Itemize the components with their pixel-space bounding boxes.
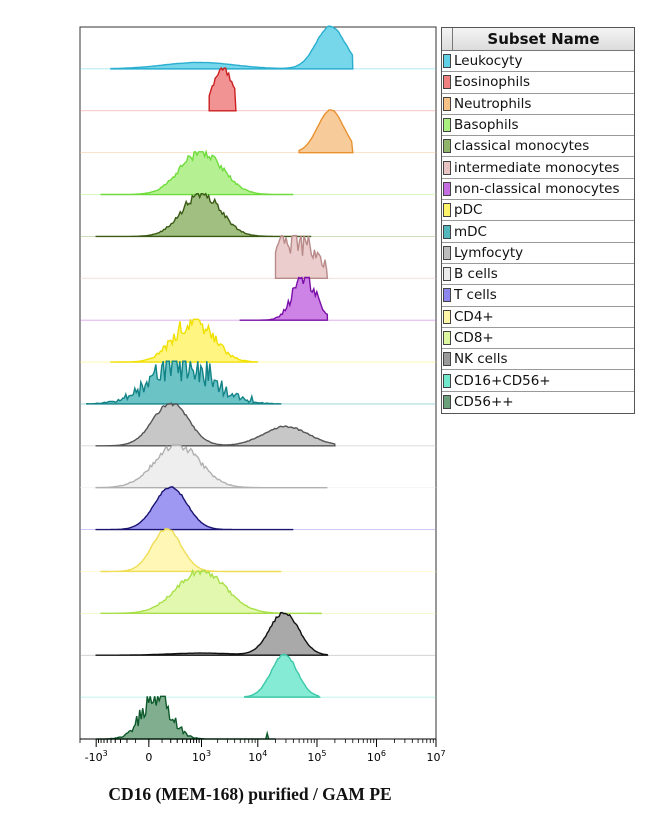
histogram-area bbox=[244, 653, 321, 698]
legend-label: mDC bbox=[454, 223, 487, 240]
histogram-intermediate-monocytes bbox=[80, 234, 436, 279]
histogram-non-classical-monocytes bbox=[80, 276, 436, 321]
legend-label: B cells bbox=[454, 266, 498, 283]
legend-swatch bbox=[443, 54, 451, 69]
legend-label: Eosinophils bbox=[454, 74, 531, 91]
histogram-area bbox=[95, 192, 312, 238]
histogram-nk-cells bbox=[80, 611, 436, 656]
legend-label: Lymfocyty bbox=[454, 244, 524, 261]
histogram-area bbox=[274, 234, 329, 279]
histogram-area bbox=[110, 318, 258, 363]
legend-item: NK cells bbox=[442, 349, 634, 371]
histogram-cd8- bbox=[80, 568, 436, 615]
histogram-area bbox=[95, 611, 329, 656]
histogram-eosinophils bbox=[80, 66, 436, 112]
histogram-b-cells bbox=[80, 444, 436, 489]
histogram-basophils bbox=[80, 149, 436, 196]
legend-item: mDC bbox=[442, 221, 634, 243]
legend-item: Lymfocyty bbox=[442, 243, 634, 264]
legend-swatch bbox=[443, 309, 451, 324]
legend-swatch bbox=[443, 160, 451, 175]
legend-swatch bbox=[443, 203, 451, 218]
legend-label: CD56++ bbox=[454, 394, 514, 411]
legend-swatch bbox=[443, 331, 451, 345]
histogram-area bbox=[100, 568, 322, 615]
legend-item: T cells bbox=[442, 285, 634, 307]
x-axis: -103 0 103 104 105 106 107 bbox=[79, 738, 446, 764]
histogram-area bbox=[95, 444, 328, 489]
histogram-cd4- bbox=[80, 528, 436, 573]
histogram-area bbox=[100, 149, 294, 196]
legend-item: CD4+ bbox=[442, 307, 634, 328]
legend-label: Neutrophils bbox=[454, 95, 532, 112]
legend-item: CD8+ bbox=[442, 328, 634, 350]
histogram-neutrophils bbox=[80, 109, 436, 154]
legend-swatch bbox=[443, 352, 451, 367]
histogram-tracks bbox=[80, 25, 436, 740]
legend-swatch bbox=[443, 288, 451, 303]
x-tick-label: 106 bbox=[367, 749, 386, 764]
legend-swatch bbox=[443, 181, 451, 196]
legend-item: CD16+CD56+ bbox=[442, 370, 634, 392]
legend: Subset Name Leukocyty Eosinophils Neutroph… bbox=[441, 27, 635, 415]
legend-label: pDC bbox=[454, 202, 483, 219]
histogram-area bbox=[110, 25, 354, 70]
histogram-mdc bbox=[80, 360, 436, 405]
legend-label: CD16+CD56+ bbox=[454, 372, 551, 389]
histogram-area bbox=[100, 528, 282, 573]
legend-swatch bbox=[443, 224, 451, 239]
legend-item: Eosinophils bbox=[442, 72, 634, 94]
x-tick-label: 0 bbox=[145, 751, 152, 764]
histogram-area bbox=[208, 66, 237, 112]
legend-label: NK cells bbox=[454, 351, 508, 368]
legend-swatch bbox=[443, 118, 451, 133]
legend-swatch bbox=[443, 96, 451, 111]
legend-item: Leukocyty bbox=[442, 51, 634, 73]
x-tick-label: 105 bbox=[307, 749, 326, 764]
legend-swatch bbox=[443, 395, 451, 410]
histogram-cd16-cd56- bbox=[80, 653, 436, 698]
legend-swatch bbox=[443, 267, 451, 282]
legend-label: T cells bbox=[454, 287, 497, 304]
histogram-leukocyty bbox=[80, 25, 436, 70]
histogram-classical-monocytes bbox=[80, 192, 436, 238]
histogram-area bbox=[239, 276, 329, 321]
histogram-pdc bbox=[80, 318, 436, 363]
legend-label: intermediate monocytes bbox=[454, 159, 620, 176]
legend-title: Subset Name bbox=[487, 30, 600, 48]
histogram-t-cells bbox=[80, 486, 436, 531]
legend-label: Leukocyty bbox=[454, 53, 523, 70]
legend-swatch bbox=[443, 245, 451, 260]
legend-swatch bbox=[443, 75, 451, 90]
histogram-lymfocyty bbox=[80, 402, 436, 447]
legend-item: classical monocytes bbox=[442, 136, 634, 158]
legend-item: intermediate monocytes bbox=[442, 157, 634, 179]
legend-label: CD8+ bbox=[454, 330, 494, 346]
legend-item: Neutrophils bbox=[442, 94, 634, 115]
legend-rows: Leukocyty Eosinophils Neutrophils Basophils… bbox=[442, 51, 634, 413]
histogram-area bbox=[86, 360, 282, 405]
histogram-area bbox=[95, 486, 294, 531]
x-axis-title: CD16 (MEM-168) purified / GAM PE bbox=[108, 784, 392, 804]
legend-label: CD4+ bbox=[454, 308, 494, 325]
legend-item: non-classical monocytes bbox=[442, 179, 634, 201]
legend-swatch bbox=[443, 139, 451, 154]
legend-label: non-classical monocytes bbox=[454, 180, 620, 197]
histogram-area bbox=[95, 402, 336, 447]
x-tick-label: 107 bbox=[426, 749, 445, 764]
legend-item: CD56++ bbox=[442, 392, 634, 413]
legend-item: Basophils bbox=[442, 115, 634, 137]
x-tick-label: -103 bbox=[85, 749, 108, 764]
legend-header: Subset Name bbox=[442, 28, 634, 51]
legend-label: classical monocytes bbox=[454, 138, 590, 155]
legend-swatch bbox=[443, 373, 451, 388]
histogram-area bbox=[298, 109, 354, 154]
legend-label: Basophils bbox=[454, 117, 519, 134]
x-tick-label: 104 bbox=[248, 749, 267, 764]
plot-frame bbox=[79, 26, 437, 740]
legend-item: B cells bbox=[442, 264, 634, 286]
legend-item: pDC bbox=[442, 200, 634, 222]
x-tick-label: 103 bbox=[192, 749, 211, 764]
